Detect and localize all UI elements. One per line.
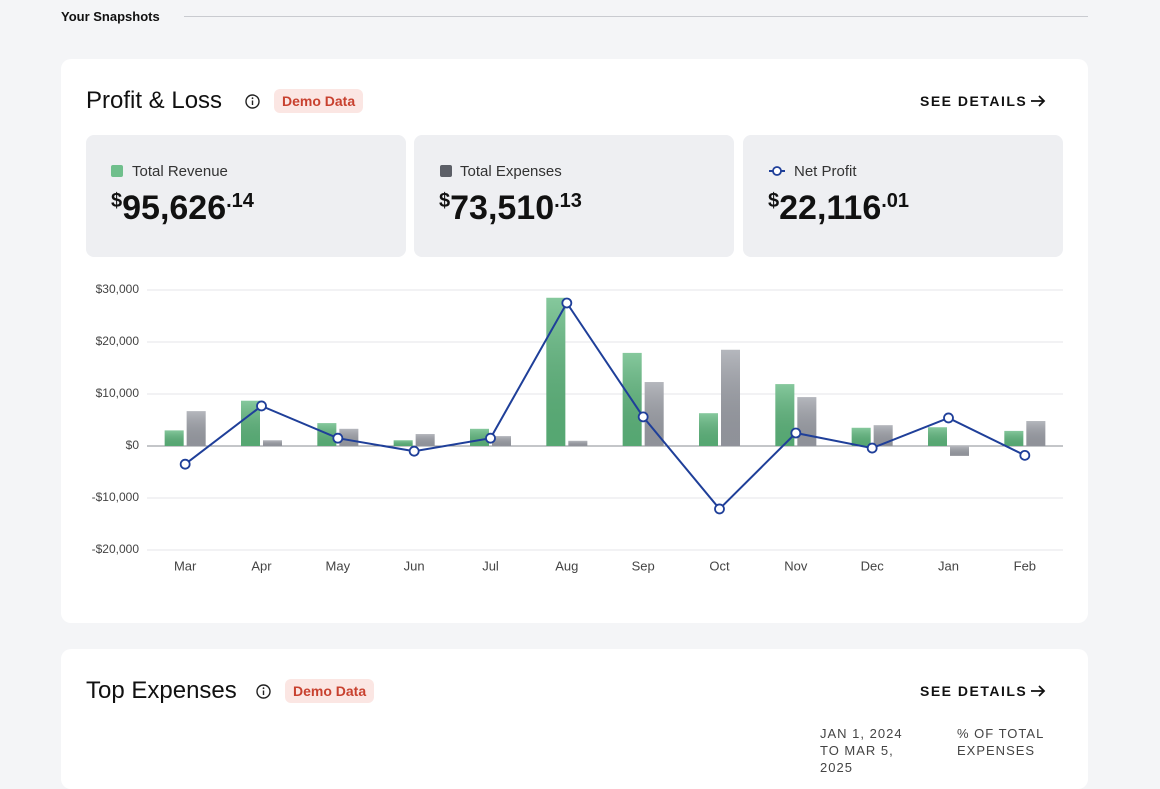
amount-whole: 73,510 xyxy=(450,189,555,227)
amount-whole: 22,116 xyxy=(779,189,882,227)
point xyxy=(179,458,191,470)
x-tick-label: Apr xyxy=(251,558,272,573)
chart: -$20,000 -$10,000 $0 $10,000 $20,000 $30,000 M… xyxy=(92,282,1063,573)
y-tick-label: $0 xyxy=(126,438,140,452)
arrow-icon xyxy=(1031,685,1046,697)
point xyxy=(561,297,573,309)
legend-swatch xyxy=(440,165,452,177)
bar-shade xyxy=(568,440,588,446)
bar-shade xyxy=(492,436,511,446)
currency: $ xyxy=(439,190,451,212)
panel-title: Top Expenses xyxy=(86,677,237,704)
bar-shade xyxy=(546,297,566,446)
bar-shade xyxy=(851,427,871,446)
info-icon[interactable] xyxy=(255,683,272,700)
y-tick-label: $20,000 xyxy=(96,334,140,348)
point xyxy=(1019,449,1031,461)
summary-card: Total Expenses $73,510.13 xyxy=(414,135,734,257)
card-amount: $73,510.13 xyxy=(439,189,582,228)
card-label: Total Revenue xyxy=(132,163,228,180)
amount-cents: .14 xyxy=(226,190,254,212)
section-title: Your Snapshots xyxy=(61,9,160,24)
point xyxy=(637,411,649,423)
bar-shade xyxy=(699,413,718,446)
column-header: % OF TOTAL EXPENSES xyxy=(957,726,1044,758)
x-tick-label: Oct xyxy=(709,558,730,573)
x-tick-label: Jan xyxy=(938,558,959,573)
card-amount: $22,116.01 xyxy=(768,189,909,228)
legend-swatch xyxy=(769,166,785,176)
point xyxy=(256,400,267,412)
bar-shade xyxy=(797,397,817,446)
summary-card: Net Profit $22,116.01 xyxy=(743,135,1063,257)
bar-shade xyxy=(1026,421,1046,446)
bar-shade xyxy=(415,434,435,446)
amount-whole: 95,626 xyxy=(122,189,227,227)
bar-shade xyxy=(950,446,969,456)
x-tick-label: Nov xyxy=(784,558,808,573)
line xyxy=(184,301,1026,511)
bar-shade xyxy=(186,411,206,446)
x-tick-label: Aug xyxy=(555,558,578,573)
point xyxy=(714,503,725,515)
see-details-link[interactable]: SEE DETAILS xyxy=(920,93,1028,109)
x-tick-label: May xyxy=(326,558,351,573)
x-tick-label: Jun xyxy=(404,558,425,573)
x-tick-label: Mar xyxy=(174,558,197,573)
bar-shade xyxy=(721,349,740,446)
column-header: JAN 1, 2024 TO MAR 5, 2025 xyxy=(820,726,903,775)
bar-shade xyxy=(241,400,260,446)
point xyxy=(866,442,878,454)
y-tick-label: -$20,000 xyxy=(92,542,140,556)
currency: $ xyxy=(111,190,123,212)
bar-shade xyxy=(775,384,795,446)
demo-badge: Demo Data xyxy=(274,89,364,113)
point xyxy=(790,427,802,439)
x-tick-label: Feb xyxy=(1014,558,1036,573)
point xyxy=(408,445,420,457)
x-tick-label: Dec xyxy=(861,558,885,573)
card-label: Net Profit xyxy=(794,163,857,180)
arrow-icon xyxy=(1031,95,1046,107)
demo-badge: Demo Data xyxy=(285,679,375,703)
point xyxy=(485,432,496,444)
panel-title: Profit & Loss xyxy=(86,87,223,114)
bar-shade xyxy=(164,430,184,446)
amount-cents: .01 xyxy=(881,190,910,212)
card-amount: $95,626.14 xyxy=(111,189,254,228)
see-details-link[interactable]: SEE DETAILS xyxy=(920,683,1028,699)
bar-shade xyxy=(393,440,413,446)
bar-shade xyxy=(263,440,282,446)
point xyxy=(943,412,954,424)
legend-swatch xyxy=(111,165,123,177)
bar-shade xyxy=(928,427,947,446)
top-expenses-panel xyxy=(61,649,1088,789)
y-tick-label: $30,000 xyxy=(96,282,140,296)
x-tick-label: Sep xyxy=(632,558,655,573)
card-label: Total Expenses xyxy=(460,163,562,180)
y-tick-label: -$10,000 xyxy=(92,490,140,504)
divider xyxy=(184,16,1088,17)
x-tick-label: Jul xyxy=(482,558,499,573)
y-tick-label: $10,000 xyxy=(96,386,140,400)
summary-card: Total Revenue $95,626.14 xyxy=(86,135,406,257)
info-icon[interactable] xyxy=(244,93,261,110)
currency: $ xyxy=(768,190,780,212)
bar-shade xyxy=(1004,430,1024,446)
bar-shade xyxy=(644,382,664,446)
point xyxy=(332,432,344,444)
amount-cents: .13 xyxy=(554,190,582,212)
